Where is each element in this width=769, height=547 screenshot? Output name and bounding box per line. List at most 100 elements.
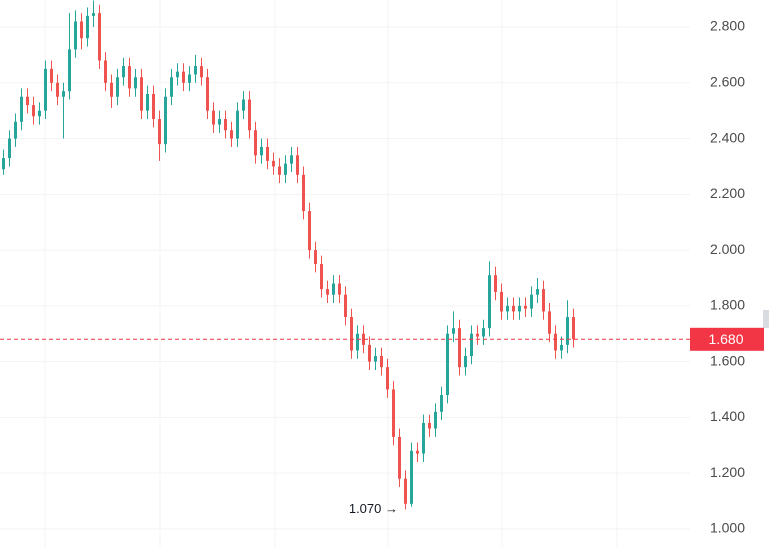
candle-body [428, 422, 431, 429]
candle-body [140, 77, 143, 111]
candle-body [296, 155, 299, 175]
price-annotation: 2.895 → [39, 0, 88, 2]
candle-body [122, 66, 125, 78]
candle-body [56, 82, 59, 97]
candle-body [2, 158, 5, 170]
candle-body [404, 478, 407, 504]
candle-body [566, 316, 569, 345]
y-tick-label: 1.200 [710, 464, 745, 480]
candle-body [20, 96, 23, 122]
y-tick-label: 2.800 [710, 18, 745, 34]
candle-body [128, 66, 131, 89]
candle-body [524, 305, 527, 309]
candle-body [350, 316, 353, 351]
candle-body [98, 13, 101, 61]
y-tick-label: 2.200 [710, 185, 745, 201]
candle-body [422, 422, 425, 454]
candle-body [170, 77, 173, 97]
candle-body [560, 344, 563, 351]
y-tick-label: 1.800 [710, 297, 745, 313]
candle-body [314, 250, 317, 265]
candle-body [272, 160, 275, 167]
y-tick-label: 1.400 [710, 408, 745, 424]
candle-body [482, 328, 485, 337]
candle-body [26, 96, 29, 106]
candle-body [200, 66, 203, 78]
candle-body [320, 264, 323, 290]
candle-body [146, 93, 149, 111]
candle-body [230, 130, 233, 139]
candle-body [32, 105, 35, 117]
candle-body [110, 82, 113, 97]
y-tick-label: 2.000 [710, 241, 745, 257]
candle-body [68, 49, 71, 92]
candle-body [266, 146, 269, 161]
candle-body [134, 77, 137, 89]
candle-body [512, 305, 515, 312]
candle-body [518, 305, 521, 312]
candle-body [416, 450, 419, 454]
candle-body [464, 356, 467, 368]
candle-body [302, 174, 305, 212]
candle-body [434, 411, 437, 429]
candle-body [38, 110, 41, 117]
candle-body [254, 130, 257, 156]
candle-body [308, 211, 311, 251]
y-tick-label: 2.600 [710, 74, 745, 90]
candle-body [278, 166, 281, 175]
candle-body [206, 77, 209, 111]
candle-body [74, 21, 77, 50]
candle-body [194, 66, 197, 75]
candle-body [380, 356, 383, 368]
candle-body [344, 294, 347, 317]
candle-body [542, 289, 545, 312]
candle-body [362, 333, 365, 345]
candle-body [506, 305, 509, 312]
candle-body [494, 275, 497, 292]
candle-body [164, 96, 167, 145]
candle-body [158, 119, 161, 145]
candle-body [476, 333, 479, 337]
candle-body [548, 311, 551, 334]
candle-body [86, 15, 89, 39]
candle-body [14, 121, 17, 139]
candle-body [440, 395, 443, 412]
candle-body [50, 68, 53, 83]
candle-body [392, 389, 395, 437]
y-tick-label: 1.600 [710, 352, 745, 368]
candle-body [182, 71, 185, 83]
candle-body [224, 119, 227, 131]
candle-body [8, 138, 11, 159]
candle-body [386, 367, 389, 390]
candle-body [284, 163, 287, 175]
candle-body [338, 283, 341, 295]
candle-body [368, 344, 371, 362]
candle-body [104, 60, 107, 83]
candle-body [80, 21, 83, 39]
candle-body [458, 328, 461, 368]
last-price-label: 1.680 [708, 331, 743, 347]
candle-body [152, 93, 155, 120]
candle-body [398, 436, 401, 479]
price-annotation: 1.070 → [349, 501, 398, 516]
candle-body [470, 333, 473, 357]
candle-body [44, 68, 47, 111]
candle-body [500, 291, 503, 312]
candle-body [248, 99, 251, 131]
candle-body [176, 71, 179, 78]
candle-body [374, 356, 377, 362]
candle-body [62, 91, 65, 97]
candle-body [332, 283, 335, 295]
candle-body [452, 328, 455, 334]
candle-body [212, 110, 215, 125]
y-tick-label: 2.400 [710, 129, 745, 145]
candle-body [446, 333, 449, 396]
candle-body [554, 333, 557, 351]
candle-body [572, 316, 575, 340]
candle-body [218, 119, 221, 125]
candle-body [188, 74, 191, 83]
candle-body [530, 294, 533, 309]
last-price-box [690, 327, 764, 351]
candle-body [356, 333, 359, 351]
scroll-tab[interactable] [763, 310, 769, 328]
